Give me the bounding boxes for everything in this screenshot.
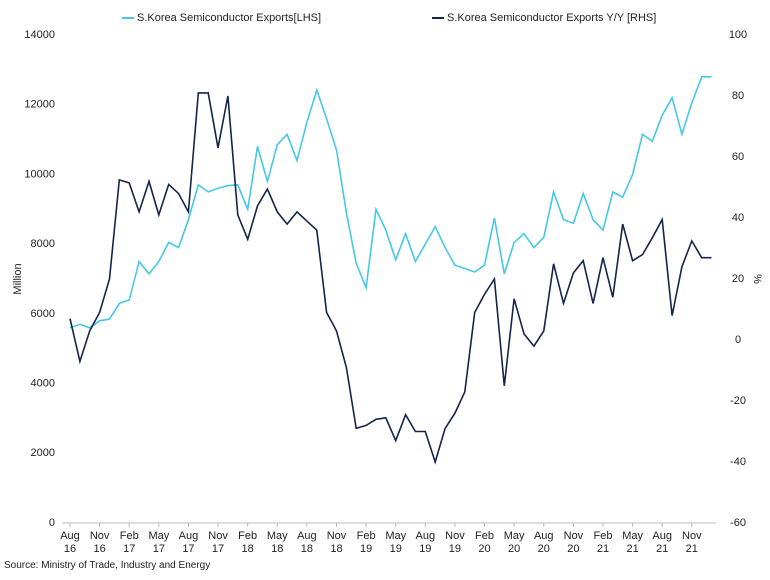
x-tick-label: Nov 20: [563, 530, 584, 555]
y-tick-label: 0: [49, 517, 55, 529]
y2-tick-label: 20: [732, 273, 744, 285]
y2-tick-label: -60: [730, 517, 746, 529]
x-tick-label: Feb 21: [593, 530, 613, 555]
x-tick-label: Nov 19: [445, 530, 465, 555]
x-tick-label: Nov 16: [89, 530, 110, 555]
series-line: [69, 76, 712, 329]
series-line: [69, 92, 712, 465]
x-tick-label: Feb 18: [238, 530, 258, 555]
x-tick-label: Nov 21: [682, 530, 702, 555]
x-tick-label: Nov 18: [326, 530, 347, 555]
x-tick-label: Feb 19: [356, 530, 376, 555]
y2-tick-label: 60: [732, 151, 744, 163]
legend-label: S.Korea Semiconductor Exports[LHS]: [137, 12, 321, 24]
y2-tick-label: 100: [729, 29, 747, 41]
legend-label: S.Korea Semiconductor Exports Y/Y [RHS]: [447, 12, 656, 24]
y2-axis-title: %: [751, 274, 763, 284]
x-tick-label: May 20: [503, 530, 525, 555]
x-tick-label: May 21: [622, 530, 643, 555]
x-tick-label: Aug 18: [297, 530, 317, 555]
x-tick-label: Aug 16: [60, 530, 80, 555]
x-tick-label: May 19: [385, 530, 407, 555]
x-tick-label: May 18: [266, 530, 288, 555]
y-tick-label: 12000: [24, 99, 55, 111]
x-tick-label: Nov 17: [208, 530, 228, 555]
y-tick-label: 14000: [24, 29, 55, 41]
x-tick-label: Feb 17: [119, 530, 139, 555]
y2-tick-label: 80: [732, 90, 744, 102]
y-tick-label: 10000: [24, 168, 55, 180]
y2-tick-label: -40: [730, 456, 746, 468]
x-tick-label: Aug 19: [415, 530, 436, 555]
y-tick-label: 4000: [31, 377, 55, 389]
y2-tick-label: 40: [732, 212, 744, 224]
source-note: Source: Ministry of Trade, Industry and …: [4, 560, 211, 571]
y2-tick-label: -20: [730, 395, 746, 407]
y-tick-label: 8000: [31, 238, 55, 250]
y-axis-title: Million: [12, 263, 24, 294]
x-tick-label: Aug 17: [178, 530, 199, 555]
y-tick-label: 2000: [31, 447, 55, 459]
x-tick-label: Feb 20: [475, 530, 495, 555]
y2-tick-label: 0: [735, 334, 741, 346]
x-tick-label: Aug 20: [533, 530, 554, 555]
x-tick-label: May 17: [148, 530, 170, 555]
y-tick-label: 6000: [31, 308, 55, 320]
x-tick-label: Aug 21: [652, 530, 672, 555]
